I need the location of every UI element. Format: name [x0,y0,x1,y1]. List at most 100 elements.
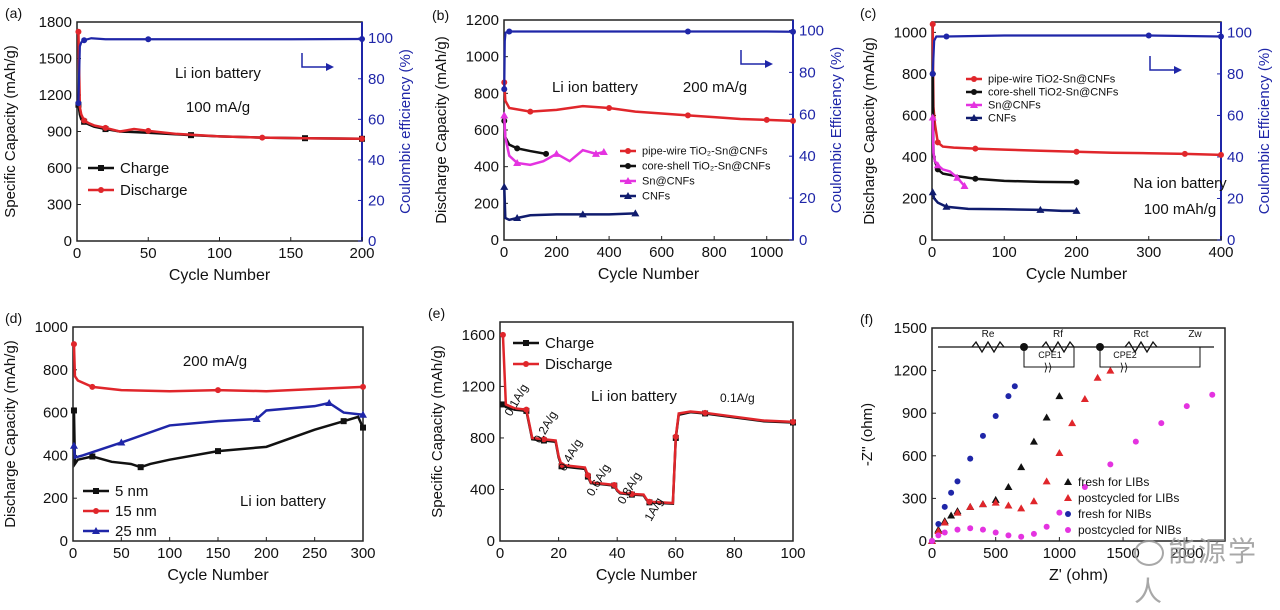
y-tick-label: 1200 [39,87,72,104]
data-point [1055,392,1064,400]
data-point [978,500,987,508]
data-point [500,111,509,119]
data-point [500,182,509,190]
data-point [1218,151,1224,158]
annotation: 100 mA/g [186,99,250,116]
data-point [1081,484,1088,491]
rate-label: 0.8A/g [614,469,643,506]
legend-marker [625,148,631,154]
legend: Charge Discharge [88,160,188,199]
capacitor-icon: ⟩⟩ [1044,362,1053,374]
x-axis-title: Z' (ohm) [1049,567,1108,584]
annotation: Li ion battery [175,65,261,82]
legend-label: Charge [545,335,594,352]
data-point [942,202,951,210]
data-point [1043,523,1050,530]
data-point [979,432,986,439]
data-point [75,28,82,35]
watermark: 能源学人 [1134,530,1280,610]
y-tick-label: 0 [64,233,72,250]
data-point [684,112,691,119]
series-discharge [499,331,796,505]
circuit-wire [1023,347,1075,368]
y-tick-label: 1200 [894,363,927,380]
x-tick-label: 300 [1136,244,1161,261]
legend-label: Discharge [545,356,613,373]
legend-label: 5 nm [115,483,148,500]
plot-frame [503,19,794,241]
y-tick-label: 1500 [39,51,72,68]
y-tick-label: 600 [47,160,72,177]
arrow-head-icon [326,63,334,71]
rate-label: 0.6A/g [583,461,612,498]
legend-label: core-shell TiO₂-Sn@CNFs [642,161,771,173]
data-point [514,145,521,152]
data-point [1029,497,1038,505]
panel-label: (d) [5,310,22,326]
x-tick-label: 40 [609,545,626,562]
y2-tick-label: 20 [1227,190,1244,207]
annotation: 200 mA/g [183,353,247,370]
data-point [359,135,365,142]
y2-tick-label: 80 [1227,66,1244,83]
series-line [77,37,363,104]
y2-tick-label: 40 [1227,149,1244,166]
x-tick-label: 80 [726,545,743,562]
annotation: 200 mA/g [683,79,747,96]
data-point [1005,532,1012,539]
data-point [933,161,942,169]
legend-marker [624,192,632,199]
series-line [931,191,1077,213]
data-point [991,498,1000,506]
data-point [578,210,587,218]
y-tick-label: 600 [902,448,927,465]
y-tick-label: 0 [487,533,495,550]
data-point [89,453,96,460]
panel-f: (f) 0 500 1000 1500 2000 0 300 600 900 1200 1500 Z' … [859,311,1226,584]
data-point [543,150,550,157]
x-tick-label: 200 [254,545,279,562]
panel-c: (c)0 100 200 300 400020040060080010000204060… [860,5,1273,283]
data-point [513,159,522,166]
legend-marker [625,163,631,169]
data-point [81,117,88,124]
circuit-label: CPE2 [1113,350,1137,360]
series-15-nm [70,341,366,394]
x-tick-label: 0 [69,545,77,562]
x-tick-label: 600 [649,244,674,261]
y-tick-label: 900 [47,124,72,141]
panel-label: (a) [5,5,22,21]
data-point [928,188,937,196]
legend-label: CNFs [642,191,671,203]
circuit-label: Re [982,329,995,340]
circuit-label: CPE1 [1038,350,1062,360]
x-tick-label: 50 [113,545,130,562]
series-5-nm [70,407,366,471]
y-tick-label: 200 [474,195,499,212]
legend-item: core-shell TiO₂-Sn@CNFs [620,161,771,173]
x-tick-label: 300 [350,545,375,562]
y-axis-title: Discharge Capacity (mAh/g) [433,36,450,224]
y-tick-label: 200 [902,190,927,207]
data-point [763,116,770,123]
data-point [599,148,608,155]
x-axis-title: Cycle Number [167,567,269,584]
data-point [631,209,640,217]
y-tick-label: 300 [47,197,72,214]
series-line [503,115,605,167]
data-point [684,28,691,35]
data-point [954,478,961,485]
legend: fresh for LIBs postcycled for LIBs fresh f… [1064,475,1181,537]
series-pipe-wire-tio-sn-cnfs [501,79,796,124]
legend-label: fresh for LIBs [1078,475,1149,489]
x-tick-label: 100 [992,244,1017,261]
data-point [934,527,943,535]
y-tick-label: 300 [902,490,927,507]
legend-marker [971,76,977,82]
data-point [552,149,561,157]
data-point [1004,501,1013,509]
data-point [702,409,709,416]
x-tick-label: 0 [73,245,81,262]
y-tick-label: 600 [43,405,68,422]
y-axis-title: Discharge Capacity (mAh/g) [2,340,19,528]
